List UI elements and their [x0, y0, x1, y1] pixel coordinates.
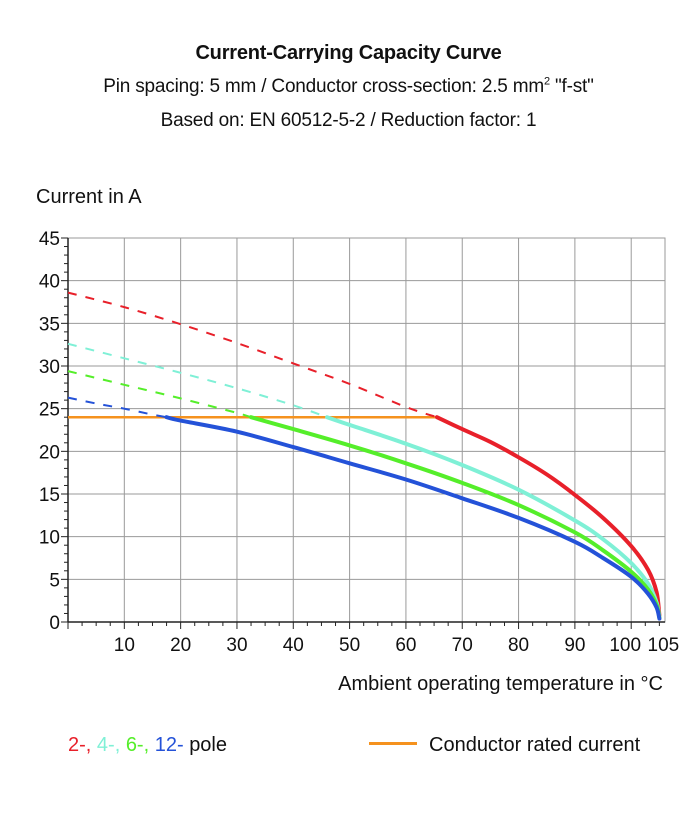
legend-pole-2: 2-, — [68, 734, 92, 756]
chart-subtitle-spacing: Pin spacing: 5 mm / Conductor cross-sect… — [0, 76, 697, 98]
chart-title: Current-Carrying Capacity Curve — [195, 42, 502, 64]
subtitle-profile-text: "f-st" — [549, 76, 594, 97]
y-axis-label: Current in A — [36, 186, 142, 208]
subtitle-spacing-text: Pin spacing: 5 mm / Conductor cross-sect… — [103, 76, 544, 97]
y-tick-label: 30 — [39, 357, 60, 378]
y-tick-label: 35 — [39, 314, 60, 335]
y-tick-label: 25 — [39, 400, 60, 421]
series-12pole-dashed — [67, 396, 167, 419]
series-2pole-dashed — [67, 291, 438, 419]
series-6pole-solid — [249, 415, 662, 620]
series-2pole-solid — [434, 415, 662, 618]
y-tick-label: 15 — [39, 485, 60, 506]
y-tick-label: 0 — [49, 613, 60, 634]
x-tick-label: 40 — [283, 635, 304, 656]
x-tick-label: 10 — [114, 635, 135, 656]
y-tick-label: 20 — [39, 442, 60, 463]
legend-rated-label: Conductor rated current — [429, 734, 641, 756]
x-tick-label: 60 — [395, 635, 416, 656]
x-tick-label: 30 — [226, 635, 247, 656]
x-tick-label: 50 — [339, 635, 360, 656]
legend-pole-4: 4-, — [96, 734, 121, 756]
y-tick-label: 40 — [39, 272, 60, 293]
legend-rated-swatch — [369, 742, 417, 746]
x-tick-label: 105 — [648, 635, 680, 656]
series-4pole-solid — [325, 415, 662, 619]
legend-pole-suffix: pole — [189, 734, 227, 756]
x-tick-label: 20 — [170, 635, 191, 656]
legend-rated-current: Conductor rated current — [369, 734, 640, 757]
x-tick-label: 100 — [609, 635, 641, 656]
y-tick-label: 45 — [39, 229, 60, 250]
y-tick-label: 10 — [39, 528, 60, 549]
subtitle-superscript: 2 — [544, 75, 550, 88]
x-axis-label: Ambient operating temperature in °C — [338, 673, 663, 695]
x-tick-label: 90 — [564, 635, 585, 656]
y-tick-label: 5 — [49, 570, 60, 591]
legend-pole-counts: 2-, 4-, 6-, 12- pole — [68, 734, 227, 757]
series-12pole-solid — [164, 415, 662, 621]
legend-pole-6: 6-, — [125, 734, 150, 756]
chart-subtitle-standard: Based on: EN 60512-5-2 / Reduction facto… — [160, 110, 537, 131]
legend-pole-12: 12- — [154, 734, 184, 756]
series-6pole-dashed — [67, 370, 252, 419]
x-tick-label: 70 — [452, 635, 473, 656]
x-tick-label: 80 — [508, 635, 529, 656]
series-4pole-dashed — [67, 342, 328, 419]
